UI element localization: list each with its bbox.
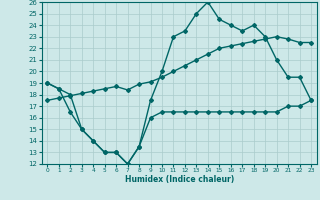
X-axis label: Humidex (Indice chaleur): Humidex (Indice chaleur) <box>124 175 234 184</box>
